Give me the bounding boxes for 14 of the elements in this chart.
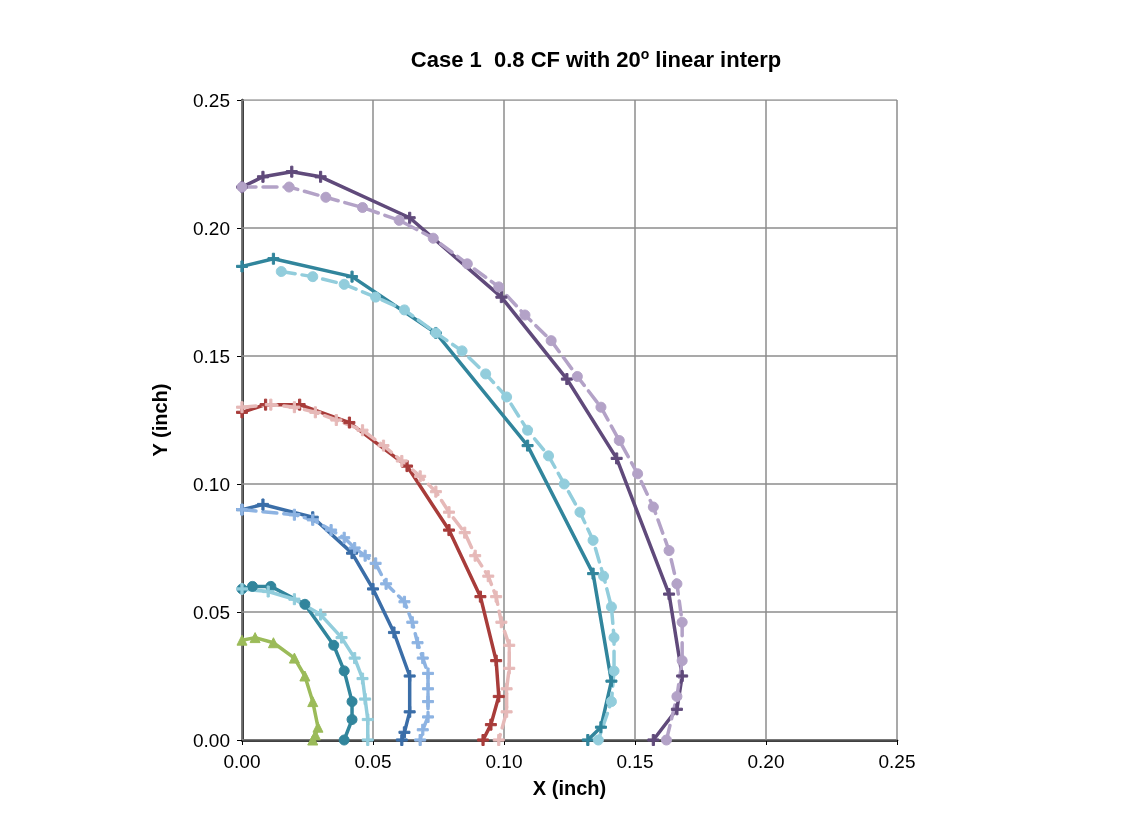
y-tick-label: 0.25 [193,89,230,111]
y-tick-label: 0.15 [193,345,230,367]
x-tick-label: 0.20 [747,751,785,772]
y-axis-title: Y (inch) [149,383,171,457]
x-tick-label: 0.15 [616,751,654,772]
x-axis-title: X (inch) [532,777,607,799]
x-tick-label: 0.10 [485,751,523,772]
x-tick-label: 0.05 [354,751,392,772]
x-tick-label: 0.25 [878,751,916,772]
y-tick-label: 0.05 [193,601,230,623]
y-tick-label: 0.00 [193,729,230,751]
y-tick-label: 0.10 [193,473,230,495]
x-tick-label: 0.00 [223,751,261,772]
y-tick-label: 0.20 [193,217,230,239]
